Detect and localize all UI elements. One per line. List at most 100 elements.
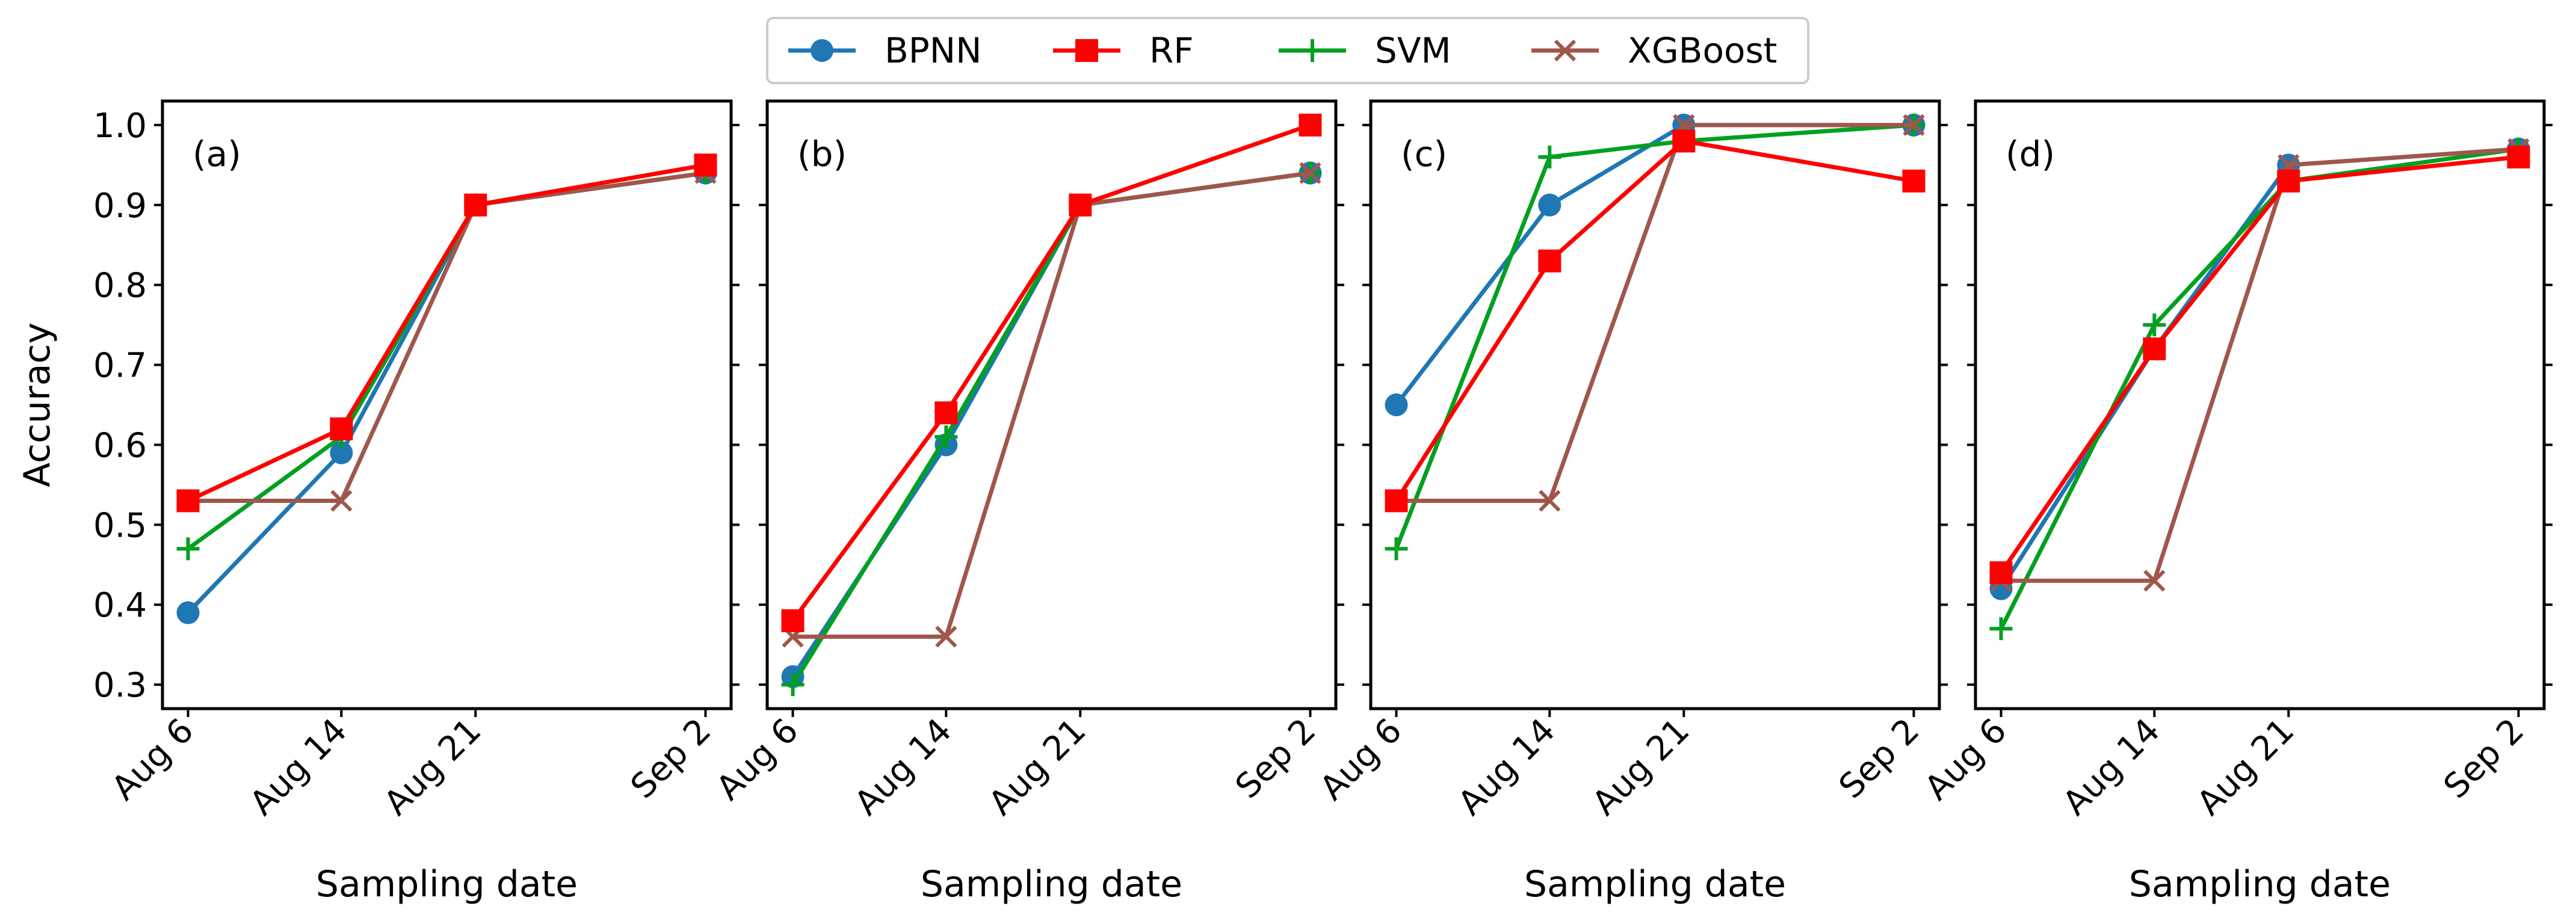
legend-entry-bpnn: BPNN bbox=[788, 30, 982, 71]
panel-c: Aug 6 Aug 14 Aug 21 Sep 2 Sampling date (c) bbox=[1312, 99, 1948, 905]
x-tick-label: Aug 21 bbox=[377, 711, 489, 823]
x-tick-label: Aug 21 bbox=[1585, 711, 1697, 823]
x-tick-label: Sep 2 bbox=[2436, 711, 2531, 806]
data-point-rf bbox=[1902, 169, 1926, 192]
series-xgboost bbox=[177, 162, 717, 512]
data-point-rf bbox=[1385, 489, 1408, 513]
data-point-xgboost bbox=[330, 490, 353, 512]
legend: BPNN RF SVM XGBoost bbox=[766, 17, 1809, 84]
data-point-rf bbox=[464, 193, 487, 217]
y-tick-label: 0.3 bbox=[93, 666, 147, 705]
series-line-rf bbox=[791, 123, 1311, 622]
panel-a: 0.3 0.4 0.5 0.6 0.7 0.8 0.9 1.0 Aug 6 Aug 14 Aug 2… bbox=[93, 99, 740, 905]
series-rf bbox=[1385, 129, 1926, 513]
legend-label: BPNN bbox=[885, 30, 982, 71]
axes-frame bbox=[765, 99, 1338, 710]
data-point-svm bbox=[934, 425, 958, 449]
series-rf bbox=[781, 113, 1322, 632]
series-line-svm bbox=[187, 171, 706, 551]
data-point-rf bbox=[330, 417, 353, 440]
y-tick-label: 0.5 bbox=[93, 506, 147, 545]
x-tick-label: Aug 14 bbox=[847, 711, 959, 823]
data-point-xgboost bbox=[1903, 114, 1925, 136]
x-tick-label: Aug 14 bbox=[242, 711, 354, 823]
data-point-bpnn bbox=[176, 601, 200, 624]
data-point-rf bbox=[1299, 113, 1322, 137]
x-axis-label: Sampling date bbox=[921, 863, 1182, 905]
data-point-rf bbox=[934, 401, 958, 425]
data-point-xgboost bbox=[1299, 162, 1321, 184]
x-tick-label: Sep 2 bbox=[1228, 711, 1323, 806]
x-tick-label: Aug 21 bbox=[2190, 711, 2302, 823]
data-point-rf bbox=[1672, 129, 1696, 153]
series-bpnn bbox=[1989, 137, 2530, 600]
data-point-svm bbox=[1385, 537, 1408, 561]
data-point-rf bbox=[2507, 146, 2530, 169]
panel-label: (a) bbox=[193, 134, 241, 174]
axes-frame bbox=[161, 99, 733, 710]
series-line-xgboost bbox=[188, 171, 706, 503]
legend-marker-plus bbox=[1301, 39, 1324, 62]
data-point-bpnn bbox=[1385, 393, 1408, 416]
y-tick-label: 1.0 bbox=[93, 106, 147, 146]
series-line-xgboost bbox=[1396, 123, 1914, 503]
y-tick-label: 0.4 bbox=[93, 586, 147, 625]
y-tick-label: 0.9 bbox=[93, 186, 147, 226]
series-line-svm bbox=[1394, 123, 1914, 550]
axes-frame bbox=[1974, 99, 2546, 710]
series-line-bpnn bbox=[186, 171, 706, 614]
y-tick-label: 0.8 bbox=[93, 266, 147, 306]
data-point-rf bbox=[694, 153, 717, 177]
series-line-rf bbox=[1999, 155, 2519, 574]
series-line-xgboost bbox=[2001, 147, 2519, 583]
x-tick-label: Aug 14 bbox=[2056, 711, 2167, 823]
x-tick-label: Aug 21 bbox=[981, 711, 1093, 823]
y-tick-label: 0.7 bbox=[93, 346, 147, 386]
data-point-rf bbox=[176, 489, 200, 513]
x-tick-label: Aug 6 bbox=[1917, 711, 2014, 808]
x-tick-label: Aug 6 bbox=[709, 711, 806, 808]
legend-entry-xgboost: XGBoost bbox=[1531, 30, 1777, 71]
x-tick-label: Sep 2 bbox=[1832, 711, 1927, 806]
series-line-rf bbox=[187, 162, 706, 503]
legend-marker-square bbox=[1075, 39, 1098, 62]
x-axis-label: Sampling date bbox=[1524, 863, 1786, 905]
x-axis-label: Sampling date bbox=[2129, 863, 2391, 905]
legend-entry-svm: SVM bbox=[1279, 30, 1451, 71]
x-tick-label: Aug 6 bbox=[104, 711, 201, 808]
data-point-bpnn bbox=[330, 441, 353, 464]
panel-label: (b) bbox=[797, 134, 847, 174]
legend-label: XGBoost bbox=[1628, 30, 1777, 71]
panel-d: Aug 6 Aug 14 Aug 21 Sep 2 Sampling date (d) bbox=[1917, 99, 2553, 905]
panel-b: Aug 6 Aug 14 Aug 21 Sep 2 Sampling date (b) bbox=[709, 99, 1344, 905]
data-point-rf bbox=[1538, 249, 1561, 273]
series-svm bbox=[1989, 137, 2530, 641]
data-point-rf bbox=[1069, 193, 1092, 217]
data-point-xgboost bbox=[935, 626, 957, 648]
series-line-xgboost bbox=[792, 171, 1311, 639]
data-point-xgboost bbox=[1539, 490, 1561, 512]
axes-frame bbox=[1369, 99, 1941, 710]
data-point-rf bbox=[2277, 169, 2300, 192]
panel-label: (d) bbox=[2006, 134, 2055, 174]
series-svm bbox=[781, 161, 1322, 697]
data-point-bpnn bbox=[1538, 193, 1561, 217]
legend-label: RF bbox=[1149, 30, 1194, 71]
data-point-rf bbox=[2143, 337, 2166, 360]
series-bpnn bbox=[176, 161, 717, 624]
legend-marker-circle bbox=[811, 39, 833, 62]
data-point-svm bbox=[2143, 313, 2166, 337]
data-point-svm bbox=[176, 537, 200, 561]
data-point-svm bbox=[1989, 617, 2013, 641]
data-point-svm bbox=[1538, 146, 1561, 169]
series-svm bbox=[1385, 113, 1926, 561]
data-point-xgboost bbox=[2143, 570, 2166, 592]
series-line-svm bbox=[1999, 147, 2519, 630]
panel-label: (c) bbox=[1401, 134, 1447, 174]
legend-label: SVM bbox=[1375, 30, 1451, 71]
y-axis-label: Accuracy bbox=[16, 322, 58, 487]
series-rf bbox=[1989, 146, 2530, 585]
y-tick-label: 0.6 bbox=[93, 426, 147, 465]
series-rf bbox=[176, 153, 717, 513]
